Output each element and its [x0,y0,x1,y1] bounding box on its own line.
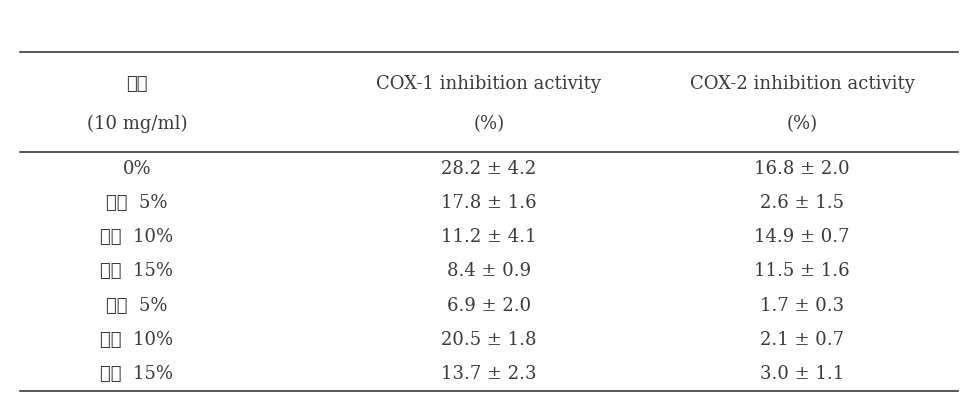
Text: 쌌거  10%: 쌌거 10% [101,228,173,246]
Text: (%): (%) [786,115,817,133]
Text: (10 mg/ml): (10 mg/ml) [87,115,187,133]
Text: 현미  10%: 현미 10% [101,331,173,349]
Text: 1.7 ± 0.3: 1.7 ± 0.3 [759,296,843,314]
Text: 3.0 ± 1.1: 3.0 ± 1.1 [759,365,843,383]
Text: COX-2 inhibition activity: COX-2 inhibition activity [689,75,913,93]
Text: (%): (%) [473,115,504,133]
Text: COX-1 inhibition activity: COX-1 inhibition activity [376,75,601,93]
Text: 8.4 ± 0.9: 8.4 ± 0.9 [446,262,531,280]
Text: 28.2 ± 4.2: 28.2 ± 4.2 [441,160,536,178]
Text: 쌌거  15%: 쌌거 15% [101,262,173,280]
Text: 2.6 ± 1.5: 2.6 ± 1.5 [759,194,843,212]
Text: 샘플: 샘플 [126,75,148,93]
Text: 6.9 ± 2.0: 6.9 ± 2.0 [446,296,531,314]
Text: 현미  15%: 현미 15% [101,365,173,383]
Text: 쌌거  5%: 쌌거 5% [106,194,167,212]
Text: 2.1 ± 0.7: 2.1 ± 0.7 [759,331,843,349]
Text: 20.5 ± 1.8: 20.5 ± 1.8 [441,331,536,349]
Text: 16.8 ± 2.0: 16.8 ± 2.0 [753,160,849,178]
Text: 0%: 0% [122,160,151,178]
Text: 11.2 ± 4.1: 11.2 ± 4.1 [441,228,536,246]
Text: 14.9 ± 0.7: 14.9 ± 0.7 [753,228,849,246]
Text: 현미  5%: 현미 5% [106,296,167,314]
Text: 17.8 ± 1.6: 17.8 ± 1.6 [441,194,536,212]
Text: 11.5 ± 1.6: 11.5 ± 1.6 [753,262,849,280]
Text: 13.7 ± 2.3: 13.7 ± 2.3 [441,365,536,383]
